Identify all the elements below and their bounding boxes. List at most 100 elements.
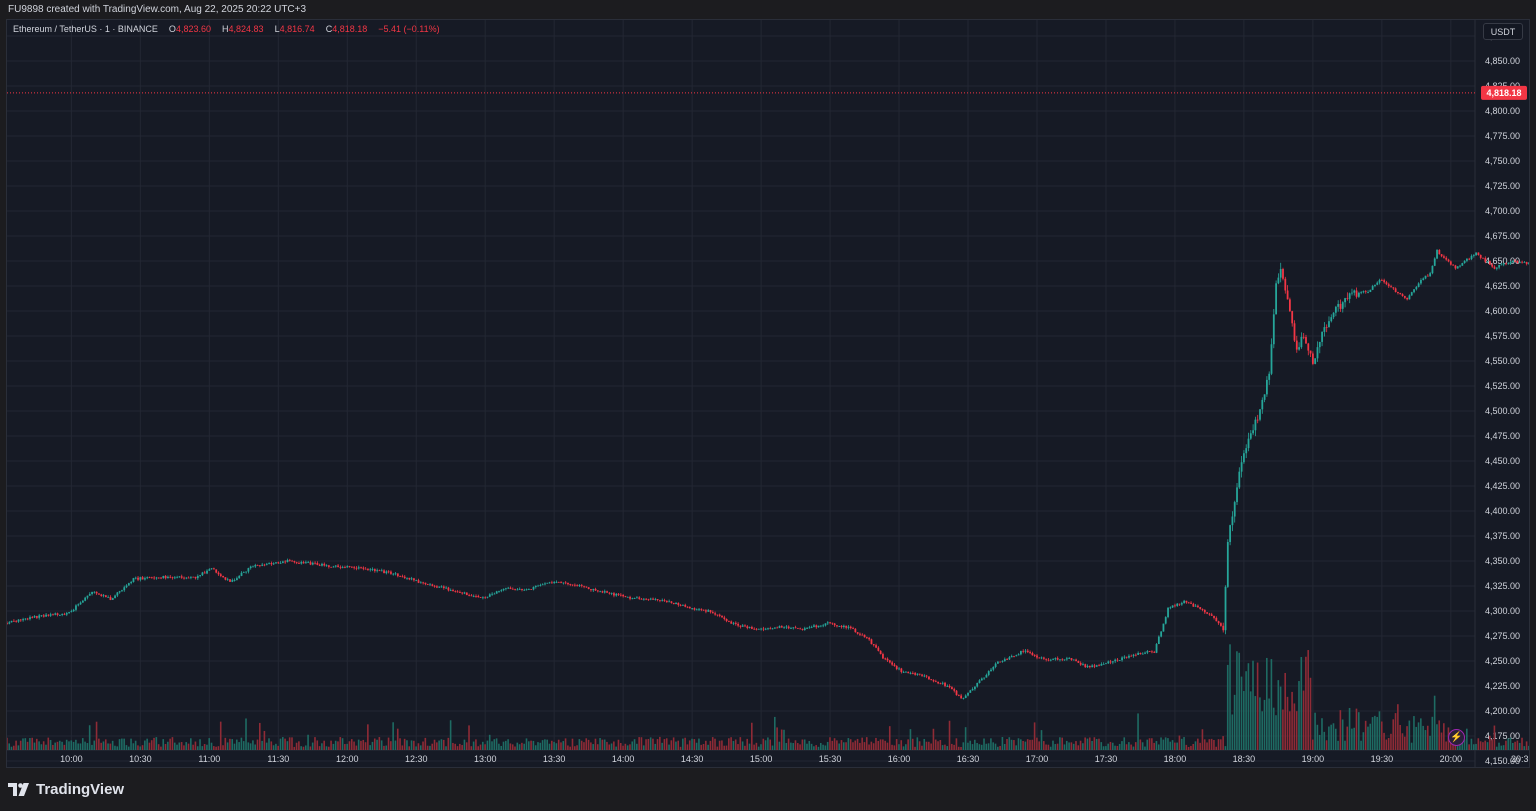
- candle-body: [440, 586, 443, 588]
- volume-bar: [682, 738, 684, 750]
- volume-bar: [1323, 731, 1326, 750]
- volume-bar: [1183, 737, 1185, 750]
- candle-body: [1231, 516, 1234, 526]
- candle-body: [976, 682, 979, 687]
- volume-bar: [1399, 724, 1401, 750]
- candle-body: [286, 559, 289, 563]
- volume-bar: [948, 720, 951, 750]
- lightning-icon[interactable]: ⚡: [1448, 729, 1465, 746]
- volume-bar: [1498, 742, 1500, 750]
- candle-body: [964, 695, 967, 698]
- candlestick-chart[interactable]: 4,150.00 4,175.00 4,200.00 4,225.00 4,250.00…: [7, 20, 1529, 767]
- candle-body: [468, 595, 471, 596]
- volume-bar: [493, 739, 496, 750]
- candle-body: [1213, 615, 1215, 618]
- volume-bar: [672, 737, 675, 750]
- candle-body: [369, 569, 372, 571]
- candle-body: [436, 586, 438, 588]
- volume-bar: [842, 742, 845, 750]
- candle-body: [608, 592, 611, 594]
- candle-body: [509, 587, 512, 589]
- candle-body: [1300, 336, 1303, 348]
- volume-bar: [468, 725, 470, 750]
- candle-body: [596, 590, 599, 592]
- volume-bar: [1072, 743, 1075, 750]
- candle-body: [1141, 653, 1144, 655]
- candle-body: [656, 599, 659, 600]
- volume-bar: [594, 738, 597, 750]
- candle-body: [1362, 291, 1365, 293]
- candle-body: [1293, 323, 1296, 341]
- candle-body: [585, 586, 588, 588]
- volume-bar: [1279, 686, 1282, 750]
- volume-bar: [1095, 739, 1098, 750]
- legend-high-label: H: [222, 24, 229, 34]
- volume-bar: [196, 746, 199, 750]
- candle-body: [962, 697, 965, 699]
- candle-body: [479, 597, 482, 598]
- volume-bar: [114, 745, 116, 750]
- volume-bar: [1288, 711, 1291, 750]
- candle-body: [1203, 609, 1206, 613]
- volume-bar: [656, 739, 659, 750]
- candle-body: [1215, 617, 1218, 622]
- volume-bar: [1222, 736, 1224, 750]
- volume-bar: [341, 738, 344, 750]
- candle-body: [1330, 317, 1333, 322]
- candle-body: [364, 568, 367, 570]
- volume-bar: [42, 741, 45, 750]
- candle-body: [941, 682, 944, 684]
- volume-bar: [573, 746, 576, 750]
- candle-body: [215, 569, 218, 573]
- candle-body: [590, 589, 592, 591]
- volume-bar: [668, 744, 670, 750]
- volume-bar: [279, 738, 282, 750]
- volume-bar: [309, 746, 312, 750]
- volume-bar: [518, 744, 521, 750]
- volume-bar: [88, 725, 91, 750]
- currency-selector[interactable]: USDT: [1483, 23, 1523, 40]
- candle-body: [1187, 602, 1190, 604]
- candle-body: [999, 661, 1002, 663]
- volume-bar: [1392, 719, 1395, 750]
- candle-body: [1259, 409, 1261, 420]
- volume-bar: [316, 740, 319, 750]
- candle-body: [1415, 286, 1418, 290]
- volume-bar: [286, 741, 289, 750]
- volume-bar: [534, 745, 537, 750]
- volume-bar: [1249, 691, 1252, 750]
- volume-bar: [571, 738, 574, 750]
- candle-body: [1325, 327, 1328, 328]
- volume-bar: [1500, 745, 1503, 750]
- candle-body: [203, 572, 206, 574]
- volume-bar: [1134, 742, 1137, 750]
- volume-bar: [1013, 740, 1015, 750]
- y-axis-tick-label: 4,800.00: [1485, 106, 1520, 116]
- volume-bar: [1417, 722, 1420, 750]
- candle-body: [1431, 265, 1434, 274]
- volume-bar: [47, 737, 50, 750]
- volume-bar: [190, 738, 192, 750]
- candle-body: [654, 599, 657, 600]
- x-axis-tick-label: 17:00: [1026, 754, 1049, 764]
- candle-body: [1208, 613, 1211, 615]
- volume-bar: [776, 727, 778, 750]
- volume-bar: [911, 738, 914, 750]
- candle-body: [1065, 658, 1068, 660]
- candle-body: [426, 584, 429, 585]
- candle-body: [928, 676, 930, 680]
- volume-bar: [852, 742, 854, 750]
- volume-bar: [111, 740, 114, 750]
- volume-bar: [941, 745, 944, 750]
- candle-body: [1353, 290, 1356, 293]
- volume-bar: [661, 742, 663, 750]
- volume-bar: [1355, 708, 1358, 750]
- volume-bar: [1224, 746, 1227, 750]
- volume-bar: [139, 746, 142, 750]
- volume-bar: [951, 743, 953, 750]
- candle-body: [231, 580, 234, 582]
- volume-bar: [1282, 709, 1284, 750]
- candle-body: [245, 571, 248, 573]
- volume-bar: [1307, 650, 1309, 750]
- candle-body: [1118, 660, 1121, 661]
